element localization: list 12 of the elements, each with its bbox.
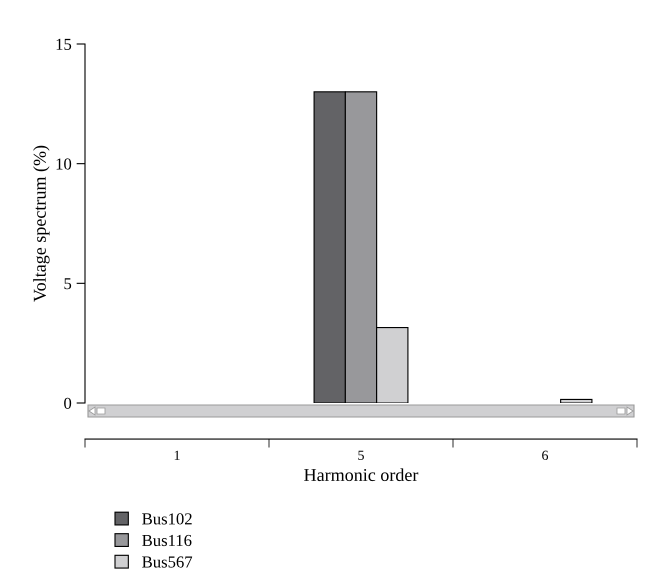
legend-label: Bus567 <box>142 556 192 568</box>
y-tick-label: 0 <box>64 398 72 409</box>
y-tick-label: 10 <box>56 158 72 170</box>
legend-label: Bus102 <box>142 513 192 525</box>
y-tick-label: 15 <box>56 38 72 50</box>
x-axis-title: Harmonic order <box>304 468 418 482</box>
legend-label: Bus116 <box>142 534 192 546</box>
x-tick-label: 5 <box>358 450 364 460</box>
y-axis-title: Voltage spectrum (%) <box>33 146 50 302</box>
x-tick-label: 1 <box>174 450 180 460</box>
x-tick-label: 6 <box>542 450 548 460</box>
y-tick-label: 5 <box>64 278 72 290</box>
